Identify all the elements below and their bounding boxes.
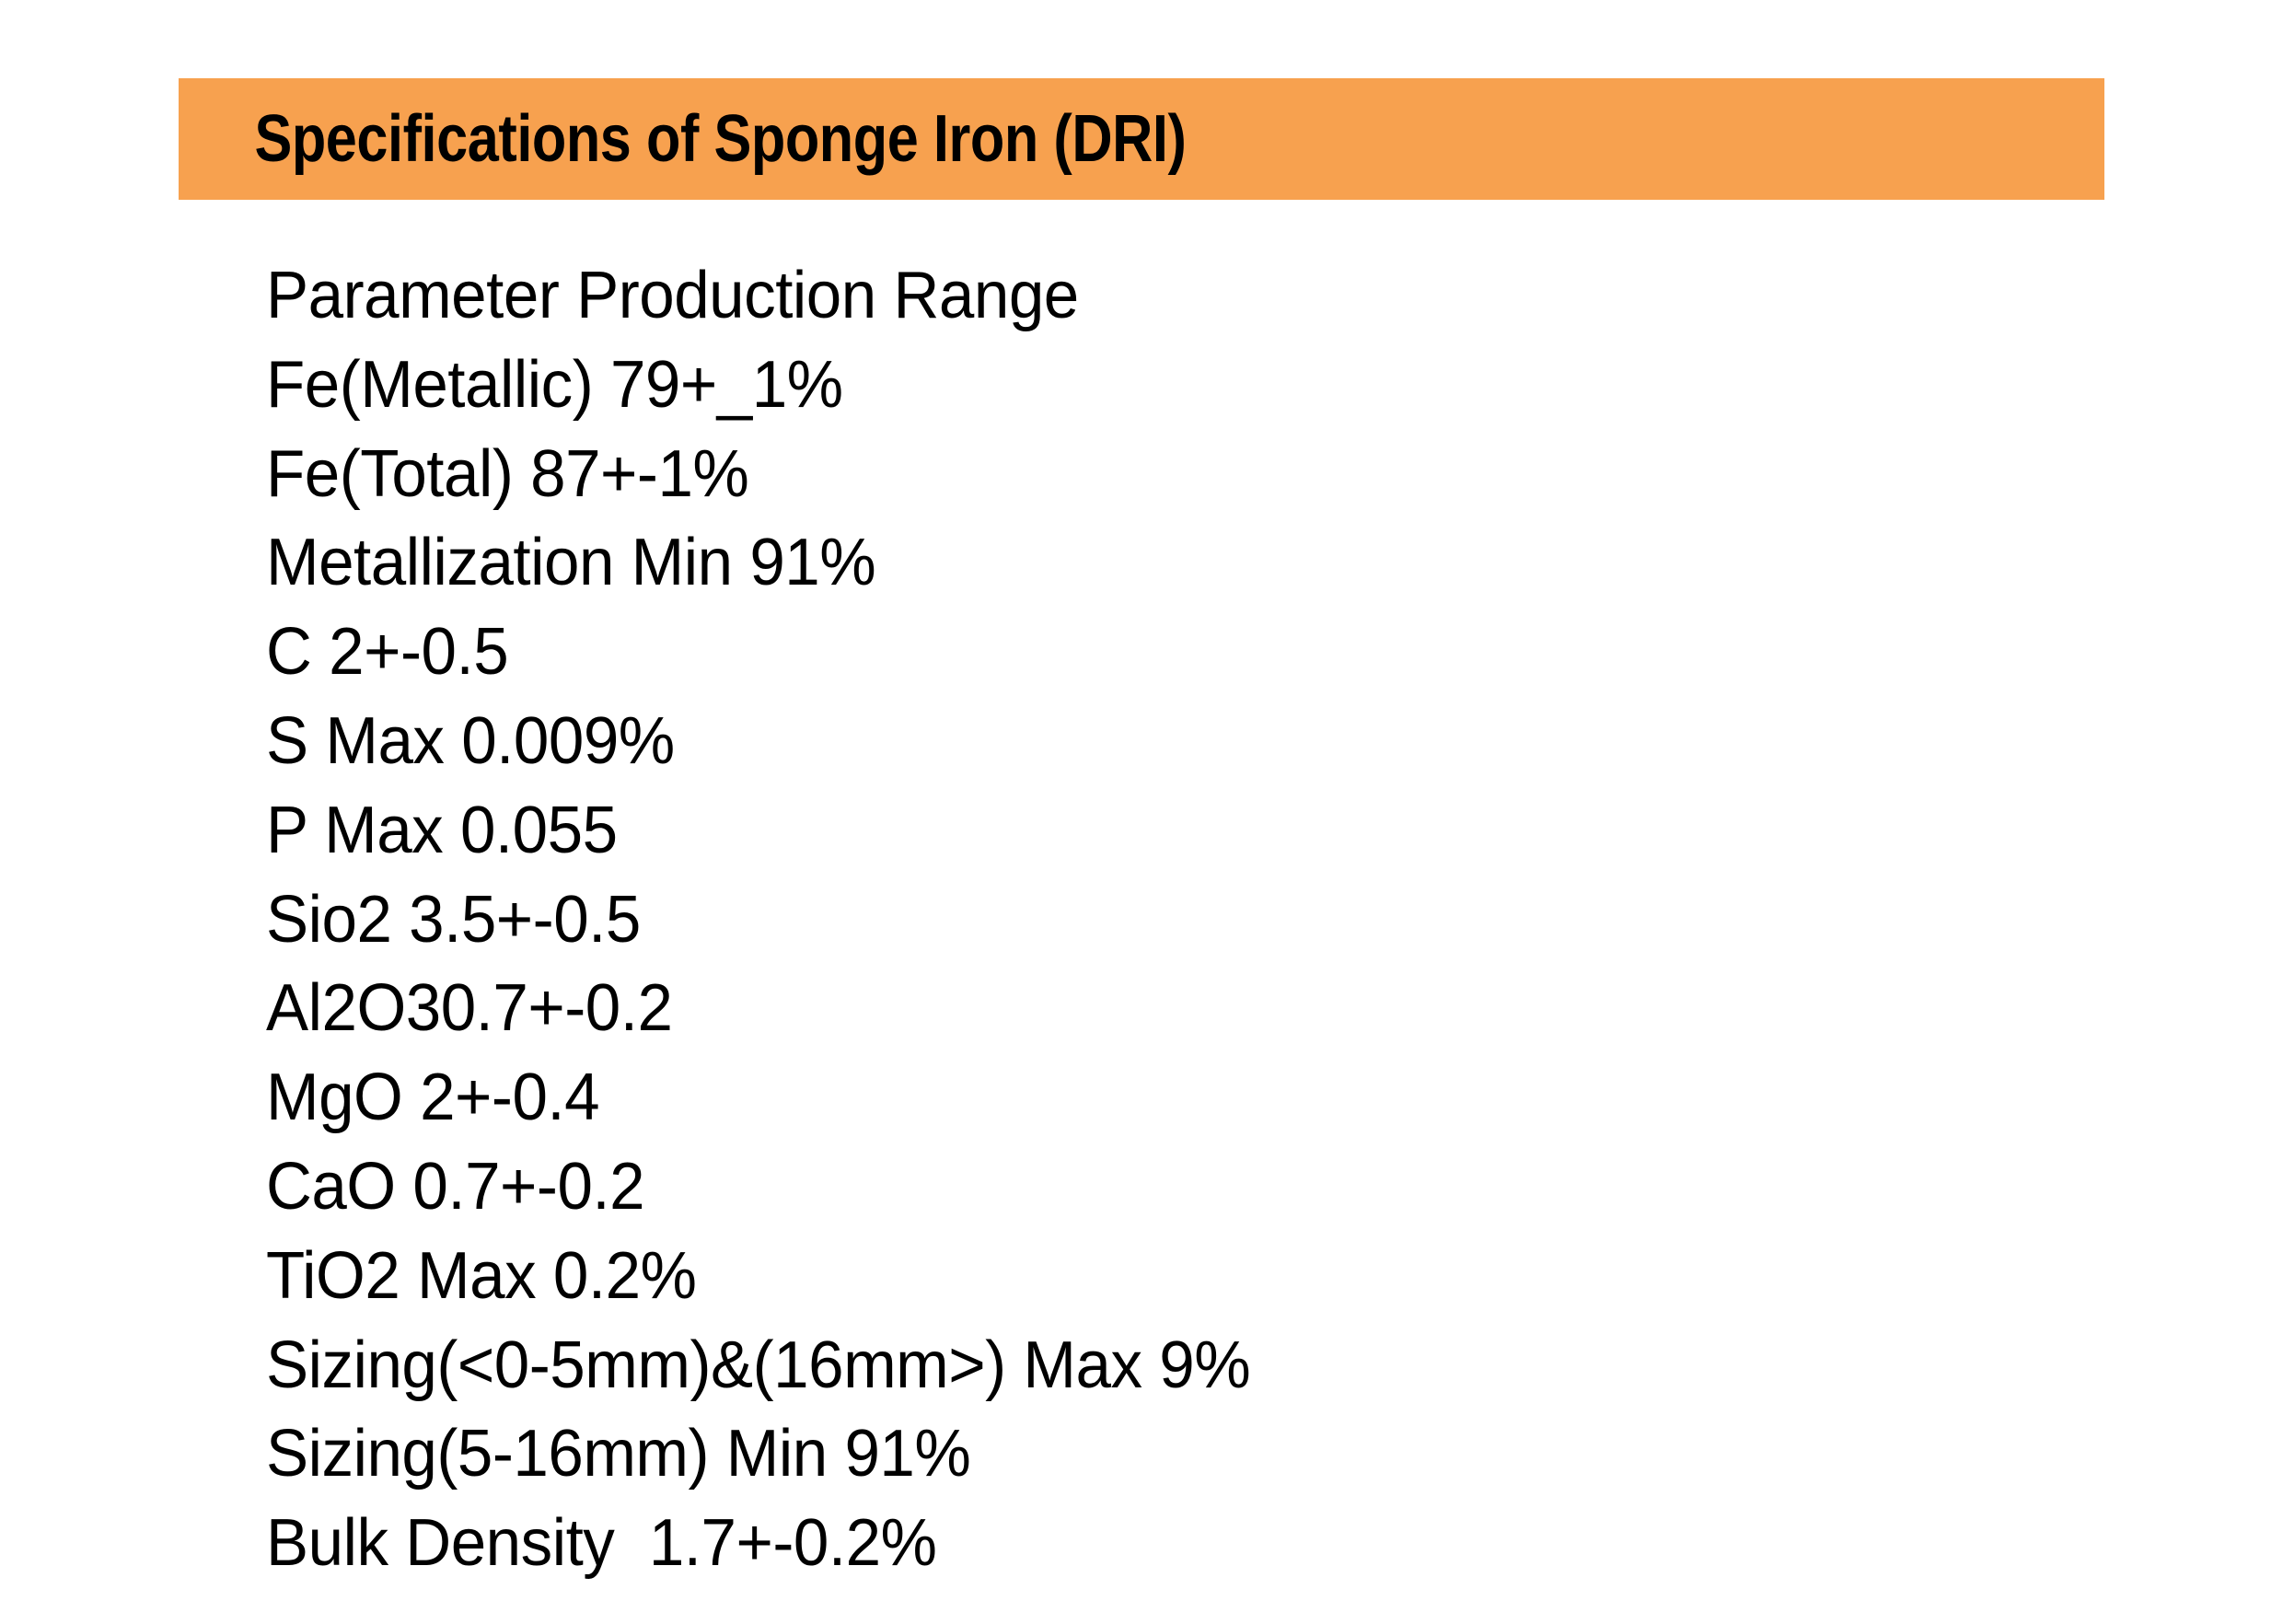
spec-line-carbon: C 2+-0.5 <box>266 615 509 690</box>
spec-line-sulphur: S Max 0.009% <box>266 703 675 778</box>
header-banner: Specifications of Sponge Iron (DRI) <box>179 78 2104 200</box>
spec-line-bulk-density: Bulk Density 1.7+-0.2% <box>266 1506 937 1581</box>
spec-line-sizing-in: Sizing(5-16mm) Min 91% <box>266 1417 971 1491</box>
spec-line-cao: CaO 0.7+-0.2 <box>266 1149 645 1224</box>
spec-line-mgo: MgO 2+-0.4 <box>266 1061 600 1135</box>
page-title: Specifications of Sponge Iron (DRI) <box>254 102 1187 176</box>
spec-line-sizing-out: Sizing(<0-5mm)&(16mm>) Max 9% <box>266 1328 1251 1402</box>
spec-line-al2o3: Al2O30.7+-0.2 <box>266 971 673 1046</box>
spec-line-tio2: TiO2 Max 0.2% <box>266 1238 697 1313</box>
spec-line-metallization: Metallization Min 91% <box>266 526 876 600</box>
spec-list-column-header: Parameter Production Range <box>266 259 1079 332</box>
spec-list: Parameter Production Range Fe(Metallic) … <box>266 251 1292 1588</box>
spec-line-phosphorus: P Max 0.055 <box>266 793 618 867</box>
spec-line-fe-total: Fe(Total) 87+-1% <box>266 436 749 511</box>
spec-line-sio2: Sio2 3.5+-0.5 <box>266 882 641 957</box>
spec-line-fe-metallic: Fe(Metallic) 79+_1% <box>266 347 843 422</box>
